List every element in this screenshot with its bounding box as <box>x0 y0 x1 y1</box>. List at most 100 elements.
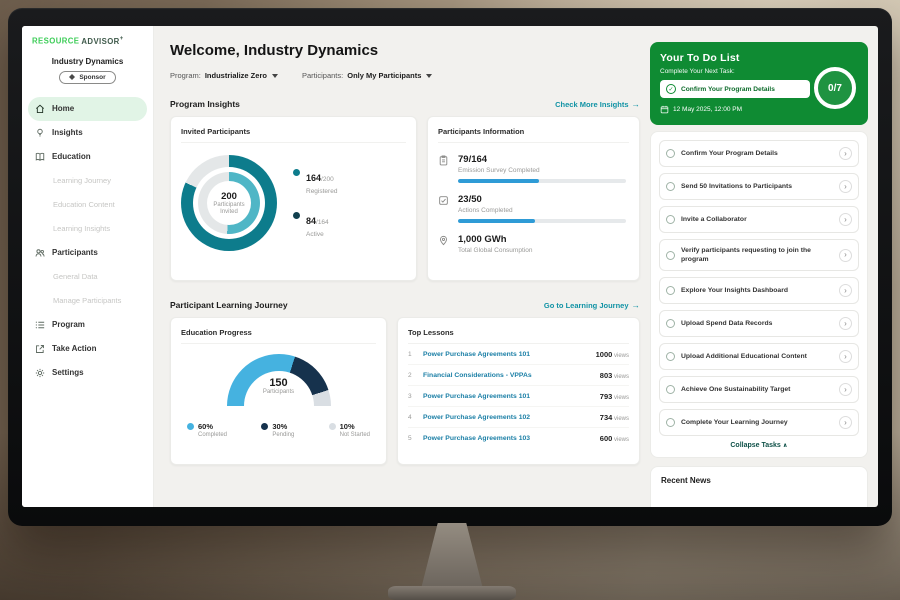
lesson-link[interactable]: Financial Considerations - VPPAs <box>423 371 532 379</box>
participants-select[interactable]: Participants: Only My Participants <box>301 71 433 80</box>
sidebar-item-take-action[interactable]: Take Action <box>22 337 153 361</box>
chevron-right-icon[interactable]: › <box>839 284 852 298</box>
lesson-rank: 4 <box>408 413 412 421</box>
legend-dot-active <box>293 212 300 219</box>
program-select[interactable]: Program: Industrialize Zero <box>170 71 278 80</box>
sidebar-item-education-content[interactable]: Education Content <box>22 193 153 217</box>
task-label: Explore Your Insights Dashboard <box>681 287 789 295</box>
sidebar-item-learning-insights[interactable]: Learning Insights <box>22 217 153 241</box>
sidebar-item-program[interactable]: Program <box>22 313 153 337</box>
task-checkbox[interactable] <box>666 352 675 362</box>
task-checkbox[interactable] <box>666 149 675 158</box>
chevron-right-icon[interactable]: › <box>839 180 852 193</box>
sidebar-item-general-data[interactable]: General Data <box>22 265 153 289</box>
task-checkbox[interactable] <box>666 385 675 395</box>
chevron-down-icon <box>426 73 433 78</box>
lesson-link[interactable]: Power Purchase Agreements 102 <box>423 413 531 421</box>
arrow-right-icon: → <box>631 99 641 109</box>
lesson-row: 2 Financial Considerations - VPPAs 803 v… <box>408 365 629 386</box>
stat-label: Emission Survey Completed <box>458 167 540 174</box>
card-title: Participants Information <box>438 127 629 143</box>
nav-label: Home <box>52 104 75 114</box>
task-row[interactable]: Confirm Your Program Details › <box>659 140 859 167</box>
sidebar-item-education[interactable]: Education <box>22 145 153 169</box>
filter-bar: Program: Industrialize Zero Participants… <box>170 71 650 80</box>
todo-progress-ring: 0/7 <box>814 67 856 109</box>
monitor-stand-base <box>388 586 516 600</box>
views-suffix: views <box>613 415 629 422</box>
card-title: Top Lessons <box>408 328 629 344</box>
task-row[interactable]: Verify participants requesting to join t… <box>659 239 859 272</box>
nav-label: Settings <box>52 368 84 378</box>
program-list-icon <box>35 320 45 330</box>
donut-legend: 164/200 Registered 84/164 Active <box>293 168 337 238</box>
chevron-right-icon[interactable]: › <box>839 317 852 331</box>
task-row[interactable]: Complete Your Learning Journey › <box>659 409 859 437</box>
sidebar-nav: Home Insights Education Learning Journey… <box>22 96 153 385</box>
task-row[interactable]: Achieve One Sustainability Target › <box>659 376 859 404</box>
task-row[interactable]: Invite a Collaborator › <box>659 206 859 233</box>
donut-center-value: 200 <box>221 190 237 202</box>
section-title-learning-journey: Participant Learning Journey <box>170 300 288 310</box>
nav-label: General Data <box>53 272 98 282</box>
chevron-right-icon[interactable]: › <box>839 147 852 160</box>
views-suffix: views <box>613 352 629 359</box>
check-circle-icon: ✓ <box>666 84 676 94</box>
sidebar-item-insights[interactable]: Insights <box>22 121 153 145</box>
todo-next-task[interactable]: ✓ Confirm Your Program Details <box>660 80 810 98</box>
app-logo: RESOURCE ADVISOR+ <box>22 26 153 46</box>
task-checkbox[interactable] <box>666 215 675 224</box>
collapse-tasks-link[interactable]: Collapse Tasks ∧ <box>659 442 859 449</box>
legend-pending: 30% Pending <box>261 422 294 438</box>
invited-participants-donut: 200 Participants Invited <box>181 155 277 251</box>
recent-news-title: Recent News <box>661 476 711 486</box>
lesson-views: 803 <box>599 370 613 380</box>
go-to-learning-journey-link[interactable]: Go to Learning Journey → <box>544 300 640 310</box>
gear-icon <box>35 368 45 378</box>
views-suffix: views <box>613 373 629 380</box>
todo-due-date: 12 May 2025, 12:00 PM <box>660 105 858 114</box>
task-row[interactable]: Upload Additional Educational Content › <box>659 343 859 371</box>
participants-select-label: Participants: <box>301 71 344 80</box>
legend-pct: 60% <box>198 422 214 431</box>
nav-label: Learning Journey <box>53 176 111 186</box>
task-row[interactable]: Upload Spend Data Records › <box>659 310 859 338</box>
section-title-program-insights: Program Insights <box>170 99 240 109</box>
chevron-right-icon[interactable]: › <box>839 416 852 430</box>
task-checkbox[interactable] <box>666 319 675 329</box>
link-label: Check More Insights <box>555 99 629 109</box>
sidebar-item-participants[interactable]: Participants <box>22 241 153 265</box>
monitor-stand-neck <box>421 523 483 589</box>
task-checkbox[interactable] <box>666 250 675 260</box>
invited-participants-card: Invited Participants 200 Participants In… <box>170 116 417 281</box>
lesson-link[interactable]: Power Purchase Agreements 103 <box>423 434 531 442</box>
task-row[interactable]: Send 50 Invitations to Participants › <box>659 173 859 200</box>
stat-value: 79/164 <box>458 154 488 165</box>
lesson-link[interactable]: Power Purchase Agreements 101 <box>423 350 531 358</box>
task-checkbox[interactable] <box>666 286 675 296</box>
chevron-right-icon[interactable]: › <box>839 213 852 226</box>
survey-clipboard-icon <box>438 154 450 183</box>
task-checkbox[interactable] <box>666 418 675 428</box>
check-more-insights-link[interactable]: Check More Insights → <box>555 99 640 109</box>
link-label: Go to Learning Journey <box>543 300 629 310</box>
task-label: Upload Spend Data Records <box>681 320 773 328</box>
legend-total: /200 <box>321 176 334 183</box>
calendar-icon <box>660 105 669 114</box>
chevron-right-icon[interactable]: › <box>839 248 852 262</box>
legend-pct: 30% <box>272 422 288 431</box>
chevron-right-icon[interactable]: › <box>839 350 852 364</box>
legend-registered: 164/200 Registered <box>293 168 337 195</box>
sidebar-item-home[interactable]: Home <box>28 96 147 121</box>
lesson-link[interactable]: Power Purchase Agreements 101 <box>423 392 531 400</box>
lesson-views: 600 <box>599 433 613 443</box>
dashboard-screen: RESOURCE ADVISOR+ Industry Dynamics Spons… <box>22 26 878 507</box>
sidebar-item-settings[interactable]: Settings <box>22 361 153 385</box>
sidebar-item-learning-journey[interactable]: Learning Journey <box>22 169 153 193</box>
task-row[interactable]: Explore Your Insights Dashboard › <box>659 277 859 305</box>
chevron-right-icon[interactable]: › <box>839 383 852 397</box>
sidebar-item-manage-participants[interactable]: Manage Participants <box>22 289 153 313</box>
chevron-down-icon <box>271 73 278 78</box>
task-checkbox[interactable] <box>666 182 675 191</box>
education-progress-gauge: 150 Participants <box>226 354 331 408</box>
